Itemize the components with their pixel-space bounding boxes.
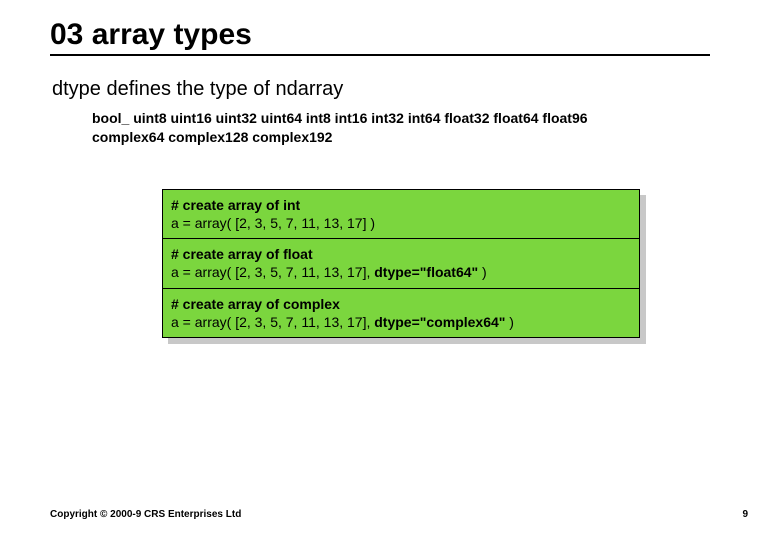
code-bold: dtype="complex64" xyxy=(374,314,505,330)
code-comment: # create array of float xyxy=(171,245,631,263)
types-list: bool_ uint8 uint16 uint32 uint64 int8 in… xyxy=(92,109,712,147)
types-line-1: bool_ uint8 uint16 uint32 uint64 int8 in… xyxy=(92,110,588,126)
code-box-content: # create array of complex a = array( [2,… xyxy=(162,289,640,338)
code-suffix: ) xyxy=(478,264,487,280)
code-bold: dtype="float64" xyxy=(374,264,478,280)
code-box-content: # create array of float a = array( [2, 3… xyxy=(162,239,640,288)
code-prefix: a = array( [2, 3, 5, 7, 11, 13, 17] ) xyxy=(171,215,375,231)
slide-subtitle: dtype defines the type of ndarray xyxy=(52,78,742,101)
code-line: a = array( [2, 3, 5, 7, 11, 13, 17], dty… xyxy=(171,263,631,281)
code-line: a = array( [2, 3, 5, 7, 11, 13, 17], dty… xyxy=(171,313,631,331)
slide-title: 03 array types xyxy=(50,18,252,52)
types-line-2: complex64 complex128 complex192 xyxy=(92,129,332,145)
code-box-content: # create array of int a = array( [2, 3, … xyxy=(162,189,640,239)
code-suffix: ) xyxy=(505,314,514,330)
page-number: 9 xyxy=(742,509,748,520)
code-box-complex: # create array of complex a = array( [2,… xyxy=(162,289,640,338)
code-box-int: # create array of int a = array( [2, 3, … xyxy=(162,189,640,239)
code-boxes-container: # create array of int a = array( [2, 3, … xyxy=(162,189,640,338)
code-prefix: a = array( [2, 3, 5, 7, 11, 13, 17], xyxy=(171,264,374,280)
title-underline xyxy=(50,54,710,56)
footer-copyright: Copyright © 2000-9 CRS Enterprises Ltd xyxy=(50,509,241,520)
code-box-float: # create array of float a = array( [2, 3… xyxy=(162,239,640,288)
code-comment: # create array of complex xyxy=(171,295,631,313)
code-line: a = array( [2, 3, 5, 7, 11, 13, 17] ) xyxy=(171,214,631,232)
code-prefix: a = array( [2, 3, 5, 7, 11, 13, 17], xyxy=(171,314,374,330)
code-comment: # create array of int xyxy=(171,196,631,214)
